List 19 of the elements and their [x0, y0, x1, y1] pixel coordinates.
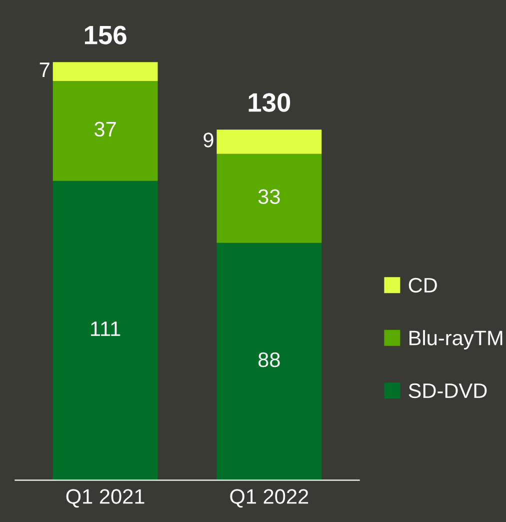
bar	[52, 180, 158, 480]
total-label: 130	[248, 93, 290, 112]
legend-label: Blu-rayTM	[410, 330, 502, 350]
legend-label: CD	[408, 278, 437, 293]
legend-label: SD-DVD	[408, 383, 487, 398]
bar	[52, 62, 158, 82]
data-label: 7	[40, 62, 50, 77]
x-tick-label: Q1 2021	[66, 489, 144, 508]
data-label: 37	[94, 122, 116, 137]
data-label: 9	[204, 132, 214, 148]
x-tick-label: Q1 2022	[230, 489, 308, 508]
bar	[216, 130, 322, 154]
bar	[216, 154, 322, 243]
data-label: 111	[91, 322, 120, 336]
total-label: 156	[84, 26, 126, 44]
bar	[52, 81, 158, 181]
bar	[216, 242, 322, 480]
data-label: 33	[258, 189, 280, 204]
data-label: 88	[258, 352, 280, 368]
